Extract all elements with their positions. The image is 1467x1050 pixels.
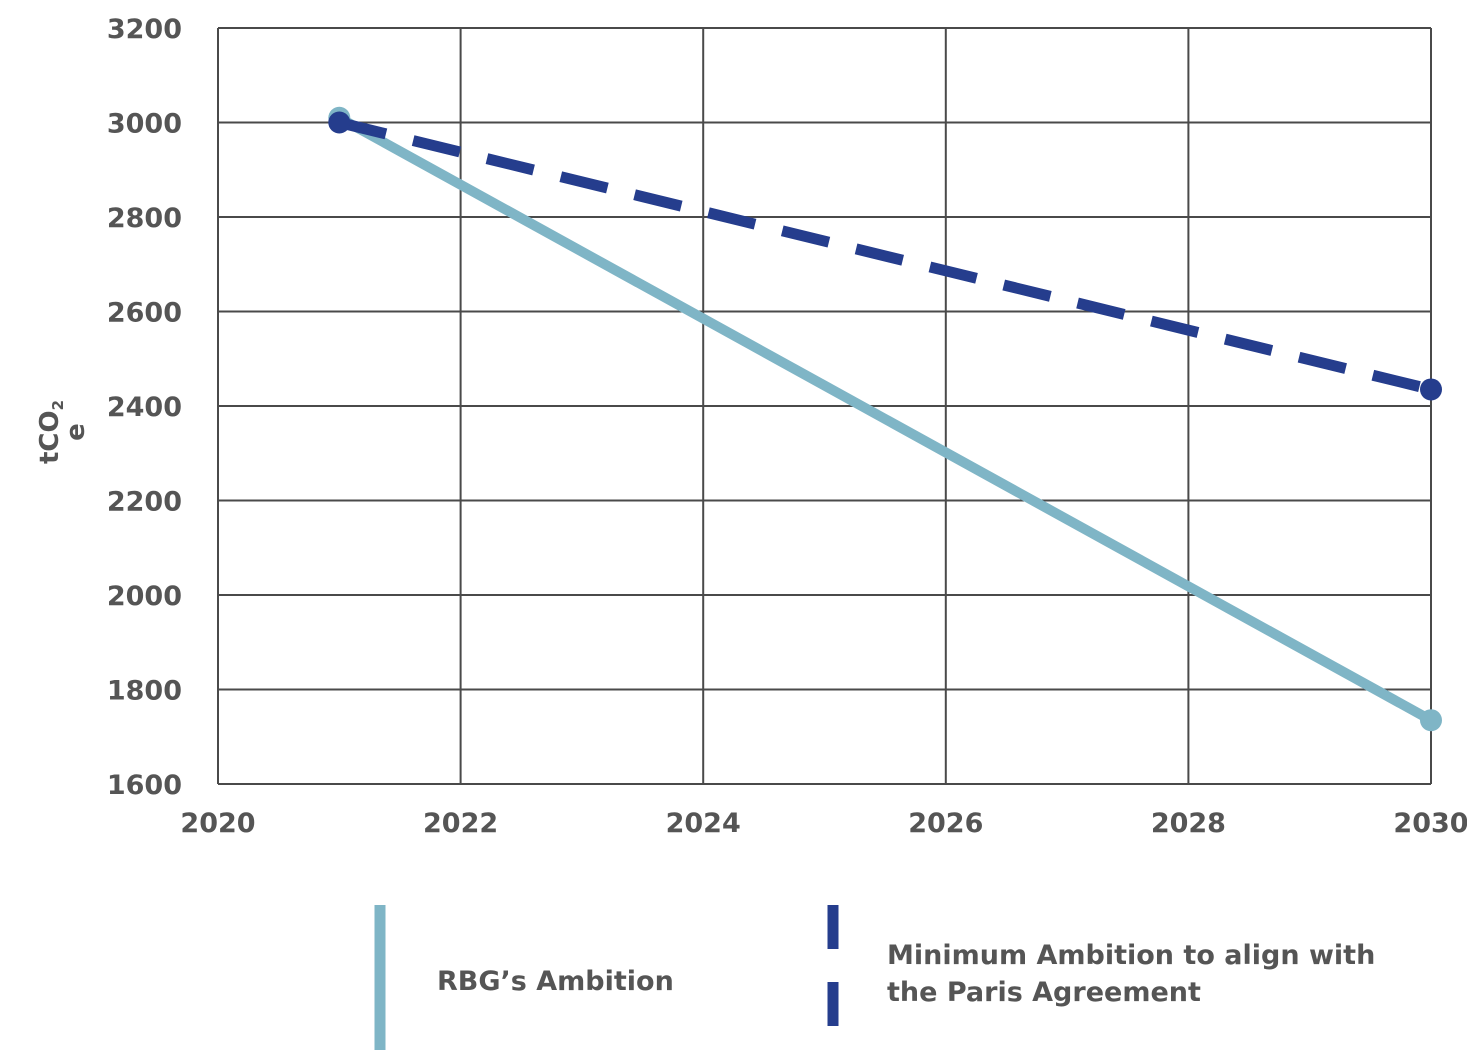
y-axis-label-main: tCO [35,410,65,464]
series-0-point-1 [1420,709,1442,732]
y-tick-label-7: 1800 [107,676,182,707]
x-tick-label-2: 2024 [666,808,741,839]
series [328,106,1442,732]
series-line-0 [336,113,1434,725]
legend: RBG’s Ambition Minimum Ambition to align… [374,905,1385,1050]
x-tick-label-5: 2030 [1393,808,1467,839]
y-tick-label-3: 2600 [107,298,182,329]
y-tick-label-5: 2200 [107,487,182,518]
y-tick-label-4: 2400 [107,392,182,423]
y-axis-label-tail: e [61,423,91,441]
y-tick-label-0: 3200 [107,14,182,45]
y-tick-label-8: 1600 [107,770,182,801]
y-axis-label: tCO2 [35,400,67,464]
y-tick-label-1: 3000 [107,109,182,140]
y-tick-label-6: 2000 [107,581,182,612]
grid [217,27,1432,785]
series-1-point-0 [328,111,351,134]
x-axis-ticks: 2020 2022 2024 2026 2028 2030 [180,808,1467,839]
legend-label-rbg: RBG’s Ambition [437,966,674,997]
y-tick-label-2: 2800 [107,203,182,234]
x-tick-label-1: 2022 [423,808,498,839]
x-tick-label-0: 2020 [180,808,255,839]
legend-label-paris: Minimum Ambition to align with the Paris… [887,940,1385,1008]
legend-label-paris-line1: Minimum Ambition to align with [887,940,1375,971]
series-1-point-1 [1420,378,1442,401]
x-tick-label-4: 2028 [1151,808,1226,839]
x-tick-label-3: 2026 [908,808,983,839]
legend-label-paris-line2: the Paris Agreement [887,977,1201,1008]
y-axis-ticks: 3200 3000 2800 2600 2400 2200 2000 1800 1600 [107,14,182,801]
y-axis-label-subscript: 2 [49,400,67,410]
series-line-1 [337,117,1433,395]
